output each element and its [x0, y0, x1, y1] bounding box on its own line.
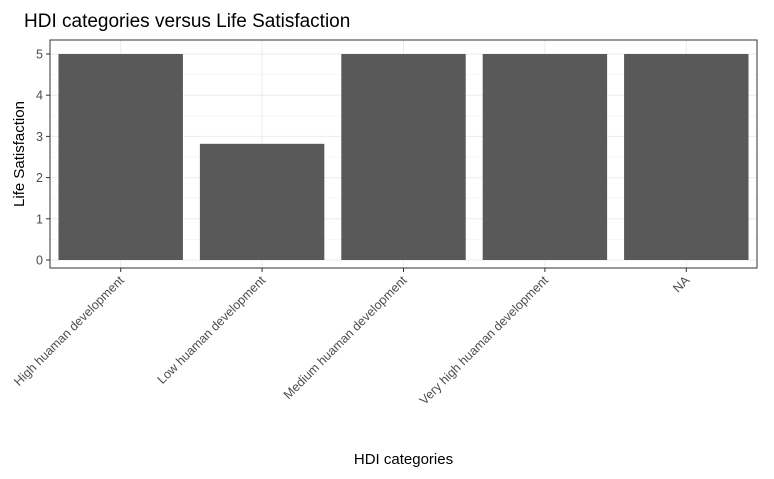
- y-tick-label: 5: [36, 48, 43, 62]
- x-tick-label: High huaman development: [11, 273, 127, 389]
- bar: [482, 54, 608, 260]
- y-tick-label: 2: [36, 171, 43, 185]
- x-axis-title: HDI categories: [354, 451, 453, 468]
- bar: [58, 54, 183, 260]
- y-tick-label: 1: [36, 212, 43, 226]
- bar: [624, 54, 749, 260]
- x-tick-label: Very high huaman development: [417, 273, 552, 408]
- y-axis-title: Life Satisfaction: [11, 101, 28, 207]
- bars: [58, 54, 749, 260]
- x-tick-label: Low huaman development: [155, 273, 269, 387]
- x-tick-label: NA: [670, 273, 693, 296]
- y-tick-label: 0: [36, 254, 43, 268]
- bar: [199, 143, 325, 260]
- y-tick-label: 3: [36, 130, 43, 144]
- bar: [341, 54, 466, 260]
- x-tick-label: Medium huaman development: [281, 273, 410, 402]
- x-axis: High huaman development Low huaman develo…: [11, 268, 693, 407]
- y-tick-label: 4: [36, 89, 43, 103]
- y-axis: 0 1 2 3 4 5: [36, 48, 50, 268]
- chart-title: HDI categories versus Life Satisfaction: [24, 11, 350, 32]
